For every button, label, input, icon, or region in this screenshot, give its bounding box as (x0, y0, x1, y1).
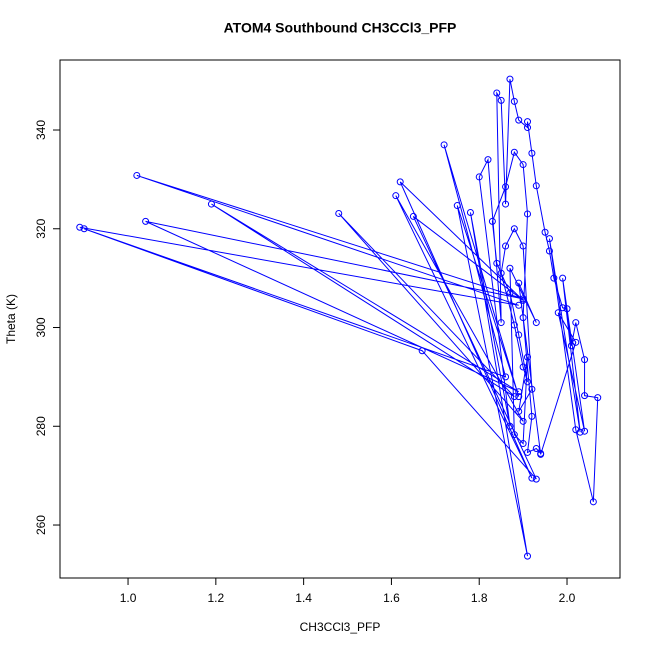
y-tick-label: 280 (34, 416, 48, 436)
data-point (510, 431, 518, 439)
data-point (466, 208, 474, 216)
data-point (497, 96, 505, 104)
data-line (79, 79, 599, 557)
data-point (80, 225, 88, 233)
data-point (515, 388, 523, 396)
data-point (440, 141, 448, 149)
data-point (537, 449, 545, 457)
data-point (76, 223, 84, 231)
data-point (515, 116, 523, 124)
data-point (510, 393, 518, 401)
data-point (532, 475, 540, 483)
data-point (581, 356, 589, 364)
data-point (519, 440, 527, 448)
data-point (493, 89, 501, 97)
x-tick-label: 1.4 (295, 591, 312, 605)
data-point (554, 309, 562, 317)
data-point (510, 148, 518, 156)
data-point (532, 444, 540, 452)
data-point (581, 392, 589, 400)
data-point (528, 412, 536, 420)
data-point (488, 217, 496, 225)
data-point (545, 247, 553, 255)
data-point (572, 319, 580, 327)
data-point (519, 314, 527, 322)
data-point (515, 279, 523, 287)
data-point (541, 228, 549, 236)
data-point (506, 75, 514, 83)
data-point (519, 363, 527, 371)
data-point (532, 182, 540, 190)
x-axis-label: CH3CCl3_PFP (300, 620, 381, 634)
x-tick-label: 1.8 (471, 591, 488, 605)
data-point (510, 321, 518, 329)
y-tick-label: 340 (34, 120, 48, 140)
data-point (515, 407, 523, 415)
data-point (409, 212, 417, 220)
data-point (524, 210, 532, 218)
data-point (594, 394, 602, 402)
data-point (550, 274, 558, 282)
data-point (519, 417, 527, 425)
data-point (502, 200, 510, 208)
data-point (396, 178, 404, 186)
data-point (528, 149, 536, 157)
data-point (515, 331, 523, 339)
data-point (475, 173, 483, 181)
y-axis-label: Theta (K) (4, 294, 18, 344)
data-point (576, 428, 584, 436)
data-point (502, 242, 510, 250)
data-point (524, 353, 532, 361)
data-point (497, 319, 505, 327)
data-point (515, 301, 523, 309)
data-point (528, 385, 536, 393)
data-point (453, 202, 461, 210)
data-point (528, 474, 536, 482)
data-point (493, 259, 501, 267)
data-point (418, 347, 426, 355)
data-point (581, 427, 589, 435)
data-point (142, 217, 150, 225)
data-point (519, 296, 527, 304)
data-point (510, 225, 518, 233)
y-tick-label: 320 (34, 218, 48, 238)
data-point (335, 209, 343, 217)
data-point (497, 269, 505, 277)
data-point (515, 393, 523, 401)
chart-title: ATOM4 Southbound CH3CCl3_PFP (224, 20, 457, 36)
data-point (502, 183, 510, 191)
data-point (524, 552, 532, 560)
data-point (589, 498, 597, 506)
data-point (559, 304, 567, 312)
data-point (545, 235, 553, 243)
data-point (572, 338, 580, 346)
data-point (532, 319, 540, 327)
data-point (524, 448, 532, 456)
data-point (524, 118, 532, 126)
data-point (392, 192, 400, 200)
data-point (484, 156, 492, 164)
data-point (563, 305, 571, 313)
data-point (524, 378, 532, 386)
x-tick-label: 1.2 (207, 591, 224, 605)
data-point (207, 200, 215, 208)
data-point (502, 373, 510, 381)
data-point (567, 342, 575, 350)
data-point (133, 171, 141, 179)
data-point (559, 274, 567, 282)
y-tick-label: 260 (34, 515, 48, 535)
data-point (506, 264, 514, 272)
x-tick-label: 2.0 (559, 591, 576, 605)
data-point (519, 242, 527, 250)
data-point (506, 289, 514, 297)
y-tick-label: 300 (34, 317, 48, 337)
x-tick-label: 1.6 (383, 591, 400, 605)
x-tick-label: 1.0 (120, 591, 137, 605)
data-point (519, 161, 527, 169)
data-point (506, 422, 514, 430)
data-point (510, 97, 518, 105)
